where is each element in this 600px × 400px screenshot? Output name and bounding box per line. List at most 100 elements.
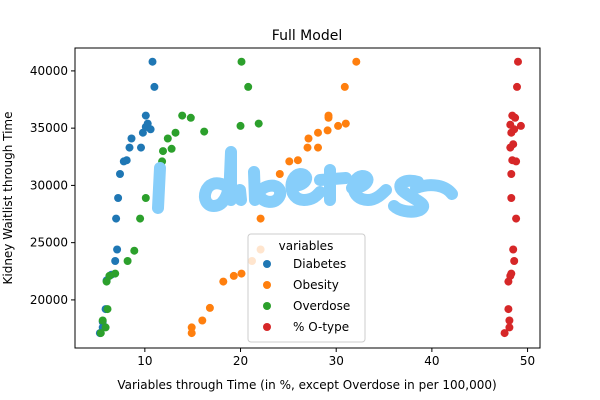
data-point xyxy=(122,156,131,165)
legend-marker xyxy=(263,281,271,289)
annotation-stroke-8 xyxy=(388,174,430,218)
data-point xyxy=(159,147,167,156)
data-point xyxy=(150,82,159,91)
data-point xyxy=(285,157,294,166)
annotation-stroke-1 xyxy=(152,162,166,214)
y-axis-label: Kidney Waitlist through Time xyxy=(1,112,15,285)
y-tick-label: 40000 xyxy=(30,64,68,78)
x-axis-label: Variables through Time (in %, except Ove… xyxy=(117,378,496,392)
data-point xyxy=(504,305,513,314)
annotation-stroke-6 xyxy=(314,164,352,206)
data-point xyxy=(500,329,509,338)
data-point xyxy=(146,125,155,134)
data-point xyxy=(254,119,263,128)
data-point xyxy=(303,143,312,152)
data-point xyxy=(341,119,350,128)
data-point xyxy=(167,144,176,153)
legend-entry-label: Overdose xyxy=(293,299,350,313)
data-point xyxy=(244,82,253,91)
data-point xyxy=(324,111,333,120)
data-point xyxy=(171,128,180,137)
annotation-stroke-5 xyxy=(285,168,326,206)
data-point xyxy=(112,214,121,223)
legend-marker xyxy=(263,260,271,268)
data-point xyxy=(323,126,332,135)
annotation-stroke-4 xyxy=(248,166,286,208)
annotation-stroke-2 xyxy=(199,146,237,212)
data-point xyxy=(334,121,343,130)
legend-entries: Diabetes Obesity Overdose % O-type xyxy=(263,257,350,334)
legend-title: variables xyxy=(279,239,334,253)
data-point xyxy=(103,305,112,314)
data-point xyxy=(96,329,105,338)
x-axis-ticks: 10 20 30 40 50 xyxy=(137,348,535,368)
data-point xyxy=(148,57,157,66)
data-point xyxy=(163,134,172,143)
data-point xyxy=(505,316,514,325)
data-point xyxy=(187,329,196,338)
data-point xyxy=(506,120,515,129)
x-tick-label: 20 xyxy=(233,354,248,368)
data-point xyxy=(514,57,522,66)
annotation-stroke-7 xyxy=(346,170,392,206)
data-point xyxy=(510,257,519,265)
data-point xyxy=(113,245,122,254)
data-point xyxy=(304,134,313,143)
data-point xyxy=(275,170,284,178)
data-point xyxy=(505,323,514,332)
data-point xyxy=(200,127,209,136)
data-point xyxy=(114,194,123,202)
y-tick-label: 30000 xyxy=(30,178,68,192)
annotation-stroke-3 xyxy=(234,184,247,206)
data-point xyxy=(512,214,521,223)
data-point xyxy=(507,170,516,178)
data-point xyxy=(237,269,246,278)
y-tick-label: 25000 xyxy=(30,236,68,250)
data-point xyxy=(116,170,124,178)
data-point xyxy=(187,323,196,332)
legend-entry-label: Obesity xyxy=(293,278,339,292)
data-point xyxy=(511,113,520,122)
data-point xyxy=(512,157,521,166)
series-1 xyxy=(187,57,361,338)
x-tick-label: 40 xyxy=(424,354,439,368)
series-3 xyxy=(500,57,525,338)
data-point xyxy=(141,111,150,120)
data-point xyxy=(98,316,107,325)
data-point xyxy=(137,143,145,152)
data-point xyxy=(123,257,132,265)
series-2 xyxy=(96,57,263,338)
x-tick-label: 50 xyxy=(520,354,535,368)
legend-marker xyxy=(263,302,271,310)
data-point xyxy=(101,323,110,332)
data-point xyxy=(516,121,525,130)
y-tick-label: 35000 xyxy=(30,121,68,135)
legend-box xyxy=(247,233,366,343)
data-point xyxy=(219,277,228,286)
legend-entry-label: Diabetes xyxy=(293,257,346,271)
data-point xyxy=(111,257,120,265)
data-point xyxy=(236,121,245,130)
data-point xyxy=(513,82,521,91)
data-point xyxy=(509,245,518,254)
data-point xyxy=(178,111,187,120)
data-point xyxy=(141,194,150,202)
data-point xyxy=(314,143,322,152)
data-point xyxy=(340,82,349,91)
data-point xyxy=(127,134,136,143)
annotation-stroke-9 xyxy=(410,179,458,200)
data-point xyxy=(136,214,145,223)
plot-frame xyxy=(74,47,541,349)
chart-title: Full Model xyxy=(272,28,342,44)
data-point xyxy=(314,128,322,137)
data-point xyxy=(111,269,120,278)
data-point xyxy=(509,140,518,149)
y-axis-ticks: 20000 25000 30000 35000 40000 xyxy=(30,64,75,307)
data-point xyxy=(256,214,265,223)
data-point xyxy=(293,156,302,165)
data-point xyxy=(237,57,246,66)
x-tick-label: 30 xyxy=(329,354,344,368)
data-point xyxy=(229,271,238,280)
x-tick-label: 10 xyxy=(137,354,152,368)
